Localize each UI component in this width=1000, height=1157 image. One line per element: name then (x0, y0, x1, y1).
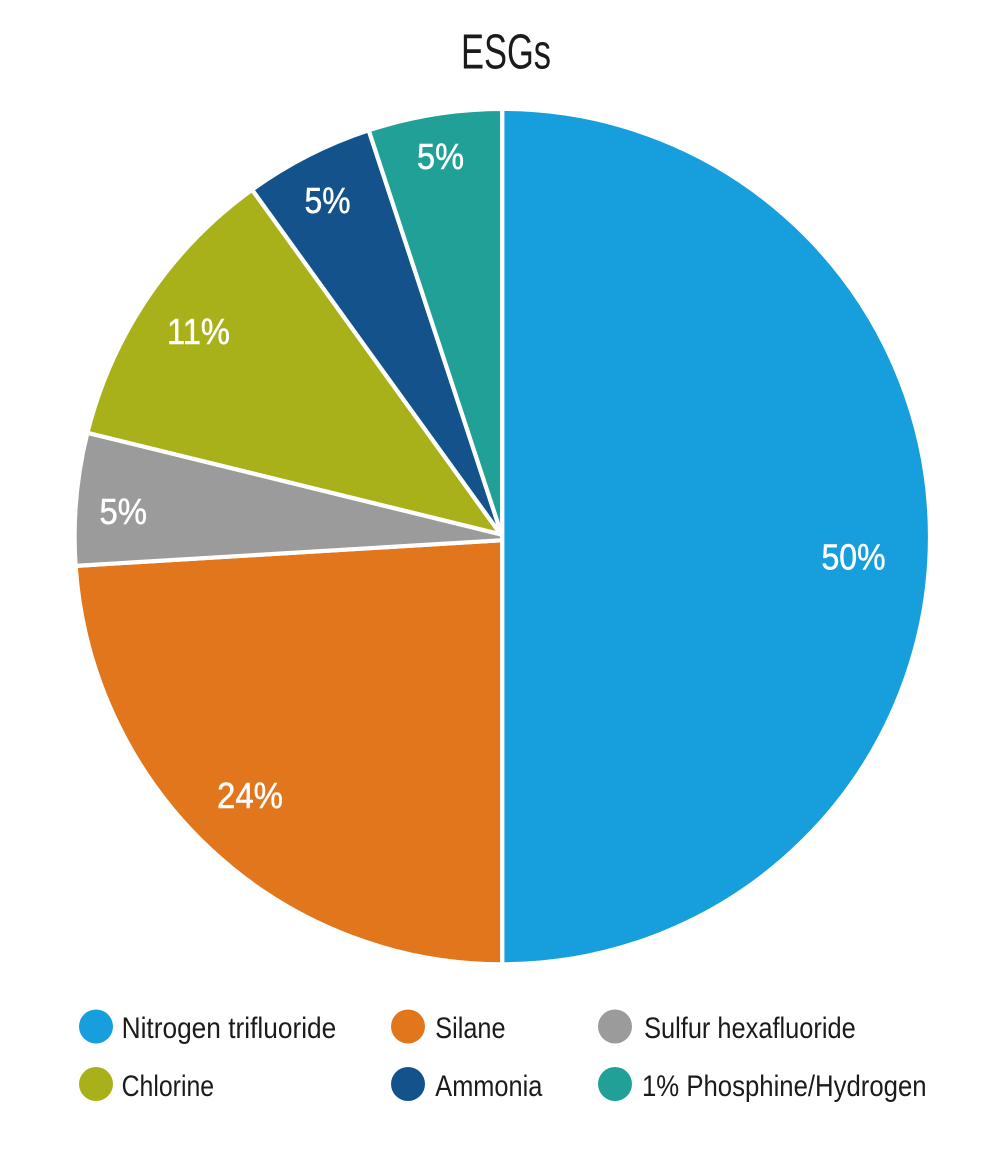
svg-text:Silane: Silane (435, 1012, 505, 1045)
svg-text:50%: 50% (822, 537, 886, 578)
svg-text:11%: 11% (167, 311, 230, 352)
svg-text:5%: 5% (100, 491, 148, 532)
svg-text:Sulfur hexafluoride: Sulfur hexafluoride (644, 1012, 856, 1045)
svg-text:24%: 24% (217, 775, 283, 816)
svg-text:5%: 5% (417, 136, 464, 177)
svg-text:ESGs: ESGs (461, 25, 551, 80)
svg-text:5%: 5% (305, 180, 351, 221)
svg-text:Nitrogen trifluoride: Nitrogen trifluoride (122, 1012, 337, 1045)
svg-text:1% Phosphine/Hydrogen: 1% Phosphine/Hydrogen (642, 1070, 927, 1103)
svg-text:Chlorine: Chlorine (122, 1070, 215, 1103)
svg-text:Ammonia: Ammonia (435, 1070, 542, 1103)
